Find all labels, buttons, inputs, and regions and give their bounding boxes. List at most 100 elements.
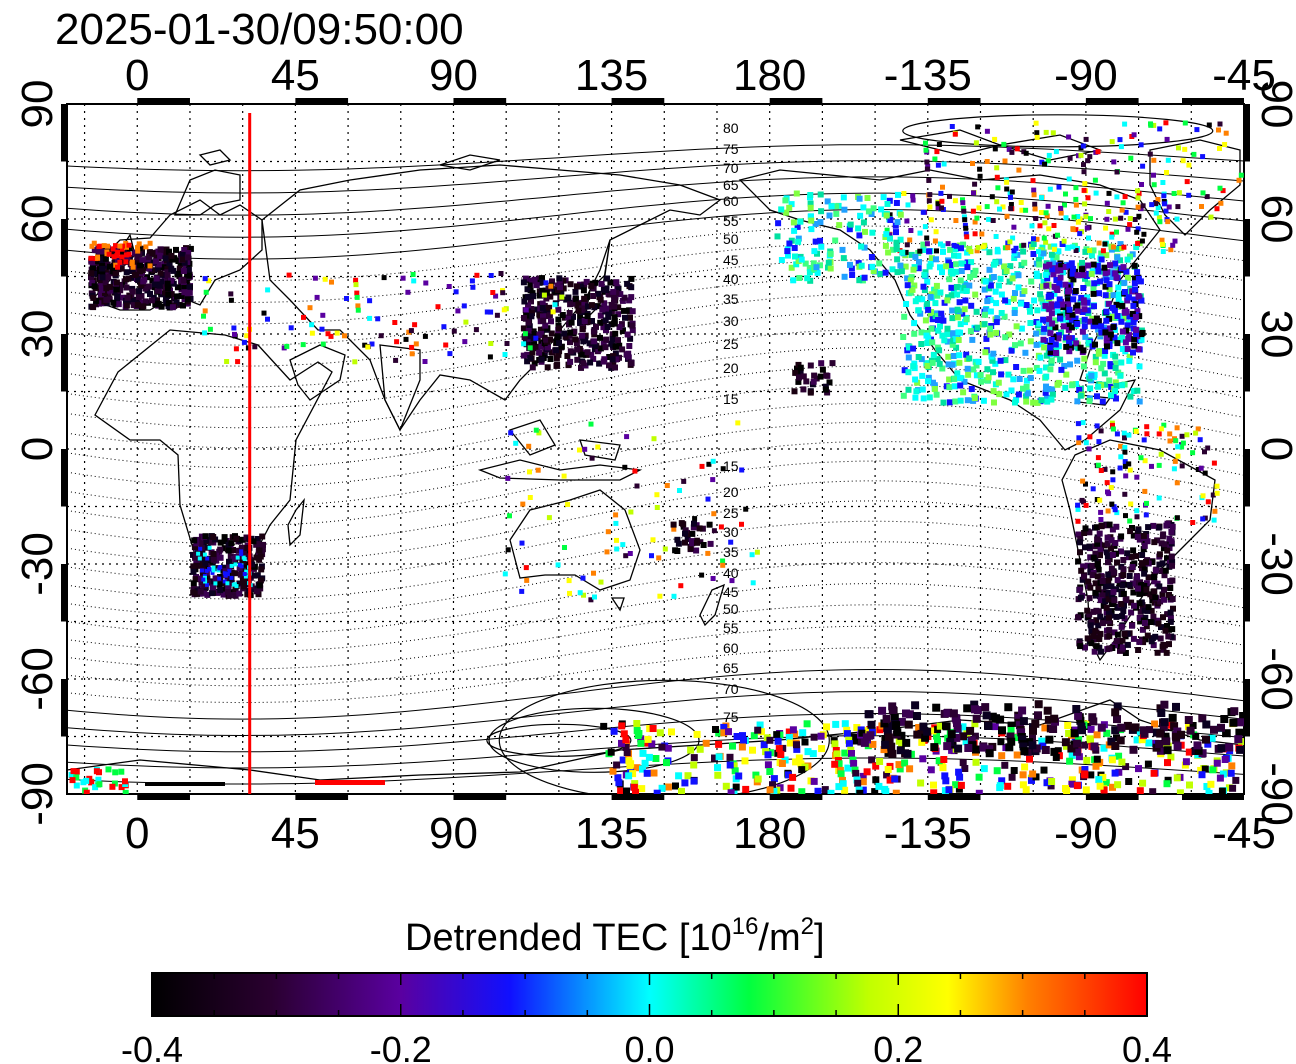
tec-point	[954, 291, 961, 298]
tec-point	[1062, 384, 1069, 391]
tec-point	[1165, 633, 1172, 640]
tec-point	[934, 356, 941, 363]
tec-point	[1228, 762, 1236, 770]
tec-point	[970, 208, 976, 214]
tec-point	[1048, 303, 1055, 310]
tec-point	[920, 209, 926, 215]
tec-point	[1216, 774, 1224, 782]
tec-point	[1142, 458, 1148, 464]
tec-point	[722, 782, 730, 790]
latitude-contour	[67, 293, 1244, 367]
tec-point	[1073, 782, 1081, 790]
tec-point	[974, 215, 980, 221]
tec-point	[769, 781, 776, 789]
tec-point	[991, 723, 999, 731]
tec-point	[626, 343, 633, 349]
tec-point	[1206, 122, 1212, 128]
tec-point	[567, 301, 574, 308]
tec-point	[954, 314, 961, 321]
tec-point	[1115, 295, 1122, 302]
tec-point	[946, 384, 953, 391]
tec-point	[140, 263, 147, 270]
tec-point	[1042, 271, 1049, 278]
tec-point	[1120, 608, 1127, 614]
tec-point	[165, 300, 172, 307]
tec-point	[657, 593, 663, 599]
tec-point	[888, 749, 897, 758]
tec-point	[1006, 732, 1015, 741]
tec-point	[1168, 538, 1175, 545]
tec-point	[705, 496, 711, 502]
tec-point	[501, 307, 507, 313]
tec-point	[1104, 553, 1111, 560]
tec-point	[488, 273, 494, 278]
tec-point	[580, 575, 586, 581]
tec-point	[979, 743, 988, 752]
tec-point	[1033, 330, 1040, 337]
tec-point	[1014, 714, 1023, 723]
tec-point	[741, 757, 749, 765]
tec-point	[797, 218, 804, 225]
tec-point	[1161, 422, 1167, 428]
tec-point	[203, 289, 209, 295]
tec-point	[940, 317, 947, 324]
tec-point	[962, 222, 968, 228]
tec-point	[1169, 596, 1176, 602]
tec-point	[827, 265, 834, 272]
frame-tick-bars	[61, 98, 1250, 800]
tec-point	[1075, 753, 1083, 761]
tec-point	[1080, 285, 1087, 291]
tec-point	[581, 318, 588, 324]
tec-point	[1134, 508, 1140, 514]
tec-point	[1128, 501, 1134, 507]
tec-point	[88, 255, 94, 261]
tec-point	[807, 192, 814, 198]
tec-point	[1077, 231, 1083, 237]
tec-point	[259, 546, 266, 553]
tec-point	[113, 286, 120, 293]
tec-point	[180, 277, 187, 284]
tec-point	[975, 124, 981, 130]
tec-point	[97, 291, 104, 298]
tec-point	[91, 240, 97, 246]
tec-point	[914, 296, 921, 303]
tec-point	[1082, 525, 1089, 532]
tec-point	[961, 765, 969, 772]
tec-point	[1229, 718, 1238, 727]
tec-point	[702, 739, 710, 747]
tec-point	[987, 282, 994, 289]
tec-point	[1149, 559, 1156, 565]
tec-point	[89, 243, 95, 249]
tec-point	[968, 302, 975, 309]
tec-point	[1222, 142, 1228, 147]
tec-point	[802, 260, 809, 267]
tec-point	[1198, 714, 1207, 723]
tec-point	[853, 724, 861, 731]
tec-point	[118, 265, 125, 272]
tec-point	[1008, 202, 1014, 207]
tec-point	[1154, 649, 1161, 656]
tec-point	[884, 749, 892, 757]
tec-point	[1136, 615, 1143, 621]
tec-point	[1013, 364, 1020, 370]
tec-point	[1111, 742, 1120, 750]
tec-point	[1040, 329, 1047, 336]
tec-point	[1171, 191, 1177, 196]
tec-point	[261, 310, 267, 316]
tec-point	[793, 741, 800, 749]
tec-point	[1052, 754, 1060, 761]
tec-point	[565, 501, 571, 507]
tec-point	[202, 560, 209, 567]
tec-point	[1007, 737, 1016, 746]
tec-point	[101, 243, 107, 249]
tec-point	[146, 253, 153, 260]
tec-point	[935, 162, 941, 168]
tec-point	[221, 538, 228, 545]
tec-point	[1113, 702, 1122, 711]
tec-point	[1156, 561, 1163, 568]
tec-point	[239, 552, 244, 557]
tec-point	[622, 740, 630, 748]
tec-point	[947, 730, 956, 739]
tec-point	[1084, 294, 1090, 301]
tec-point	[1100, 360, 1107, 367]
